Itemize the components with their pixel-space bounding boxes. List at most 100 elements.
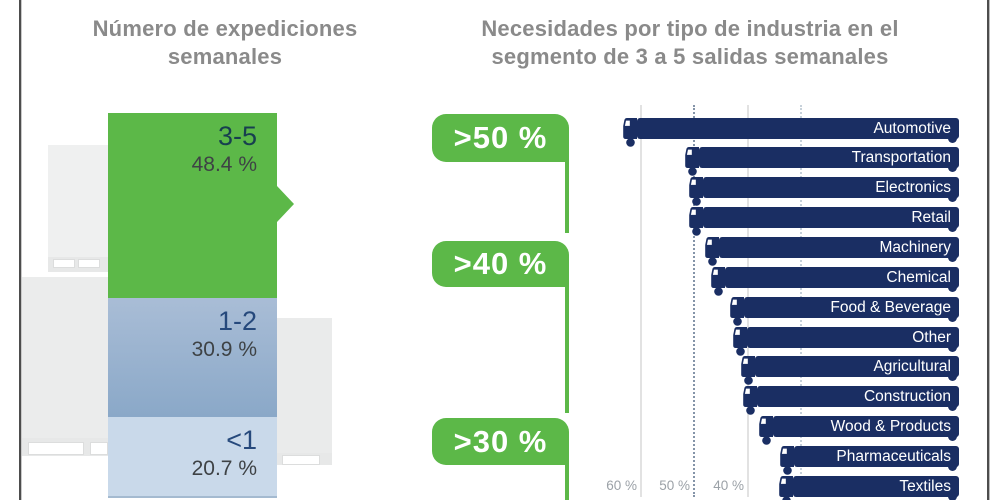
pallet-box-icon — [22, 277, 108, 438]
truck-rear-wheel-icon — [948, 402, 957, 411]
segment-lt1-label: <1 — [226, 424, 257, 455]
industry-label: Automotive — [873, 120, 951, 137]
industry-bar: Textiles — [793, 476, 959, 497]
industry-bar: Wood & Products — [773, 416, 959, 437]
industry-bar-row: Textiles — [777, 474, 960, 500]
truck-cab-icon — [733, 327, 747, 356]
pallet-box-icon — [277, 318, 332, 453]
group-badge-gt30-label: >30 % — [453, 423, 548, 459]
truck-rear-wheel-icon — [948, 193, 957, 202]
industry-bar-row: Chemical — [709, 265, 960, 297]
group-badge-gt50-label: >50 % — [453, 120, 548, 155]
truck-cab-icon — [705, 237, 719, 266]
industry-bar: Retail — [703, 207, 959, 228]
industry-label: Food & Beverage — [830, 299, 951, 316]
industry-label: Other — [912, 329, 951, 346]
industry-label: Retail — [911, 209, 951, 226]
group-bracket-gt30 — [565, 464, 569, 500]
segment-1-2-label: 1-2 — [217, 306, 257, 337]
truck-cab-icon — [741, 356, 755, 385]
pallet-slot — [282, 455, 320, 465]
industry-bar: Chemical — [725, 267, 959, 288]
industry-label: Transportation — [851, 149, 951, 166]
industry-bar-row: Construction — [741, 384, 960, 416]
truck-cab-icon — [623, 118, 637, 147]
truck-rear-wheel-icon — [948, 134, 957, 143]
right-panel-title: Necesidades por tipo de industria en el … — [440, 15, 940, 71]
industry-bar-row: Electronics — [687, 175, 960, 207]
truck-cab-icon — [689, 207, 703, 236]
industry-bar: Machinery — [719, 237, 959, 258]
axis-tick-label-60: 60 % — [606, 478, 637, 493]
pallet-slot — [78, 259, 100, 268]
pallet-slot — [90, 442, 108, 455]
industry-bar: Food & Beverage — [744, 297, 959, 318]
truck-cab-icon — [759, 416, 773, 445]
truck-rear-wheel-icon — [948, 343, 957, 352]
industry-bar: Automotive — [637, 118, 959, 139]
pallet-slot — [53, 259, 75, 268]
left-window-border — [19, 0, 22, 500]
group-bracket-gt50 — [565, 161, 569, 233]
pallet-box-icon — [48, 145, 108, 257]
industry-bar: Other — [747, 327, 959, 348]
axis-tick-label-50: 50 % — [659, 478, 690, 493]
truck-rear-wheel-icon — [948, 462, 957, 471]
group-badge-gt30: >30 % — [432, 418, 569, 465]
segment-3-5-label: 3-5 — [217, 121, 257, 151]
segment-1-2-value: 30.9 % — [191, 338, 257, 362]
segment-lt1-value: 20.7 % — [191, 456, 257, 480]
group-bracket-gt40 — [565, 286, 569, 413]
industry-label: Agricultural — [873, 358, 951, 375]
segment-1-2: 1-2 30.9 % — [108, 298, 277, 417]
industry-label: Electronics — [875, 179, 951, 196]
industry-bar: Pharmaceuticals — [794, 446, 959, 467]
industry-bar: Electronics — [703, 177, 959, 198]
industry-bar-row: Retail — [687, 205, 960, 237]
industry-label: Textiles — [899, 478, 951, 495]
left-title-line1: Número de expediciones — [92, 16, 358, 41]
industry-bar: Construction — [757, 386, 959, 407]
industry-bar: Transportation — [699, 147, 959, 168]
right-title-line2: segmento de 3 a 5 salidas semanales — [491, 44, 889, 69]
truck-cab-icon — [730, 297, 744, 326]
industry-bar-row: Other — [731, 325, 960, 357]
truck-rear-wheel-icon — [948, 313, 957, 322]
gridline-50 — [693, 105, 695, 497]
industry-bar-row: Agricultural — [739, 354, 960, 386]
truck-rear-wheel-icon — [948, 223, 957, 232]
truck-rear-wheel-icon — [948, 432, 957, 441]
truck-rear-wheel-icon — [948, 283, 957, 292]
truck-cab-icon — [779, 476, 793, 500]
group-badge-gt40: >40 % — [432, 241, 569, 287]
industry-bar-row: Pharmaceuticals — [778, 444, 960, 476]
industry-label: Pharmaceuticals — [836, 448, 951, 465]
industry-bar-row: Wood & Products — [757, 414, 960, 446]
segment-3-5-value: 48.4 % — [191, 153, 257, 176]
truck-rear-wheel-icon — [948, 492, 957, 500]
segment-3-5: 3-5 48.4 % — [108, 113, 277, 299]
right-window-border — [987, 0, 990, 500]
truck-cab-icon — [685, 147, 699, 176]
industry-bar-row: Transportation — [683, 145, 960, 177]
connector-arrow-icon — [277, 186, 294, 222]
industry-label: Chemical — [886, 269, 951, 286]
industry-label: Machinery — [879, 239, 952, 256]
truck-cab-icon — [711, 267, 725, 296]
truck-rear-wheel-icon — [948, 253, 957, 262]
segment-lt1: <1 20.7 % — [108, 416, 277, 498]
truck-cab-icon — [689, 177, 703, 206]
right-title-line1: Necesidades por tipo de industria en el — [481, 16, 899, 41]
truck-cab-icon — [743, 386, 757, 415]
industry-bar-row: Food & Beverage — [728, 295, 960, 327]
pallet-slot — [28, 442, 84, 455]
left-title-line2: semanales — [167, 44, 283, 69]
industry-bar: Agricultural — [755, 356, 959, 377]
gridline-60 — [640, 105, 642, 497]
industry-label: Wood & Products — [830, 418, 951, 435]
group-badge-gt50: >50 % — [432, 114, 569, 162]
left-panel-title: Número de expediciones semanales — [55, 15, 395, 71]
industry-label: Construction — [863, 388, 951, 405]
truck-rear-wheel-icon — [948, 163, 957, 172]
